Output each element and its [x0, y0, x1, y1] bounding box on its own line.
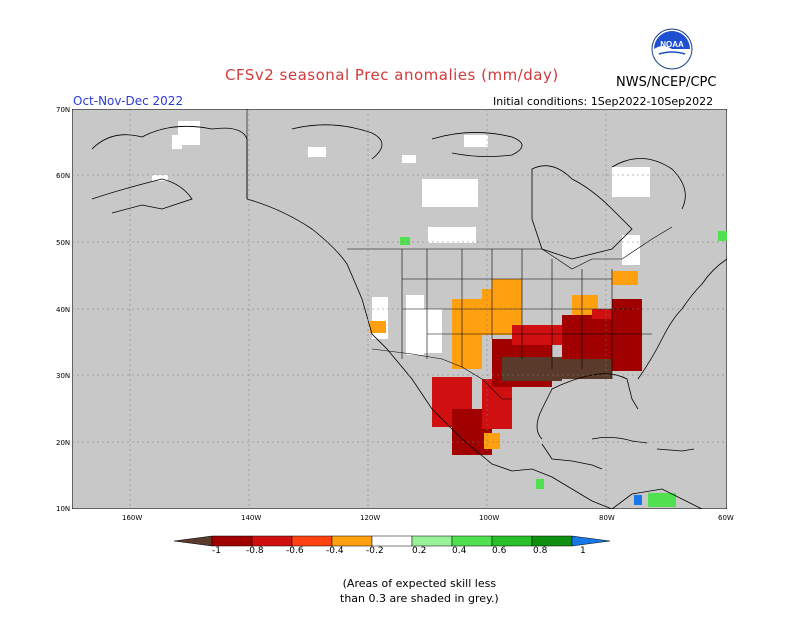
- anomaly-oklahoma: [512, 325, 572, 345]
- white-area-nevada: [406, 295, 424, 355]
- anomaly-bc-green: [400, 237, 410, 245]
- skill-note-line-1: (Areas of expected skill less: [342, 577, 497, 590]
- anomaly-midwest: [572, 295, 598, 315]
- colorbar-label-neg1: -1: [212, 546, 221, 556]
- white-area-arctic: [464, 135, 488, 147]
- anomaly-plains-2: [492, 279, 522, 299]
- anomaly-california: [370, 321, 386, 333]
- white-area-quebec: [622, 235, 640, 265]
- white-area-utah: [424, 309, 442, 353]
- colorbar-label-04: 0.4: [452, 546, 467, 556]
- colorbar-label-neg04: -0.4: [326, 546, 344, 556]
- anomaly-ohio: [612, 271, 638, 285]
- alaska-peninsula: [91, 178, 193, 214]
- colorbar-swatch: [411, 535, 453, 547]
- precipitation-map: [72, 109, 727, 509]
- colorbar-swatch: [251, 535, 293, 547]
- south-america-coast: [611, 488, 703, 509]
- cuba: [591, 437, 648, 444]
- lat-label-40n: 40N: [56, 306, 71, 314]
- above-normal-areas: [400, 231, 727, 507]
- colorbar-swatch: [331, 535, 373, 547]
- lat-label-60n: 60N: [56, 172, 71, 180]
- lon-label-60w: 60W: [718, 514, 734, 522]
- colorbar-swatch: [371, 535, 413, 547]
- skill-note-line-2: than 0.3 are shaded in grey.): [340, 592, 499, 605]
- anomaly-gulf-coast-strong: [502, 357, 562, 381]
- colorbar-label-neg06: -0.6: [286, 546, 304, 556]
- colorbar-swatches: [173, 535, 611, 547]
- colorbar-label-06: 0.6: [492, 546, 507, 556]
- hudson-bay: [531, 165, 633, 260]
- lat-label-30n: 30N: [56, 372, 71, 380]
- colorbar-arrow-left: [173, 535, 213, 547]
- lat-label-70n: 70N: [56, 106, 71, 114]
- white-area-manitoba: [428, 227, 476, 243]
- lat-label-20n: 20N: [56, 439, 71, 447]
- arctic-islands: [291, 124, 383, 160]
- colorbar-label-08: 0.8: [533, 546, 548, 556]
- lon-label-120w: 120W: [360, 514, 381, 522]
- arctic-islands-2: [431, 132, 523, 157]
- anomaly-caribbean-blue: [634, 495, 642, 505]
- anomaly-carolinas: [612, 299, 642, 329]
- organization-label: NWS/NCEP/CPC: [616, 75, 717, 90]
- colorbar-swatch: [491, 535, 533, 547]
- anomaly-central-america-green: [536, 479, 544, 489]
- season-label: Oct-Nov-Dec 2022: [73, 94, 184, 108]
- colorbar-arrow-right: [571, 535, 611, 547]
- lat-label-10n: 10N: [56, 505, 71, 513]
- pacific-coastline: [91, 125, 613, 509]
- anomaly-newfoundland-green: [718, 231, 727, 241]
- graticule: [72, 109, 727, 509]
- coastlines: [91, 124, 727, 509]
- colorbar-swatch: [531, 535, 573, 547]
- colorbar-swatch: [451, 535, 493, 547]
- colorbar: [173, 535, 611, 547]
- lon-label-140w: 140W: [241, 514, 262, 522]
- colorbar-label-1: 1: [580, 546, 586, 556]
- colorbar-label-neg02: -0.2: [366, 546, 384, 556]
- lon-label-100w: 100W: [479, 514, 500, 522]
- initial-conditions-label: Initial conditions: 1Sep2022-10Sep2022: [493, 95, 714, 108]
- white-area-labrador: [612, 167, 650, 197]
- colorbar-swatch: [291, 535, 333, 547]
- skill-note: (Areas of expected skill less than 0.3 a…: [340, 576, 499, 606]
- map-title: CFSv2 seasonal Prec anomalies (mm/day): [225, 66, 559, 84]
- baffin-island: [611, 158, 686, 210]
- noaa-logo-icon: NOAA: [651, 28, 693, 70]
- us-canada-border: [347, 226, 673, 270]
- lon-label-160w: 160W: [122, 514, 143, 522]
- white-area-bering: [152, 175, 168, 181]
- colorbar-label-neg08: -0.8: [246, 546, 264, 556]
- lat-label-50n: 50N: [56, 239, 71, 247]
- logo-text: NOAA: [660, 40, 684, 49]
- white-area-nunavut: [422, 179, 478, 207]
- colorbar-swatch: [211, 535, 253, 547]
- white-area-arctic-2: [402, 155, 416, 163]
- white-area-yukon: [308, 147, 326, 157]
- yucatan-coast: [541, 443, 603, 470]
- anomaly-venezuela-green: [648, 493, 676, 507]
- anomaly-central-mexico: [484, 433, 500, 449]
- hispaniola: [656, 448, 695, 452]
- white-area-alaska-2: [172, 135, 182, 149]
- lon-label-80w: 80W: [599, 514, 615, 522]
- colorbar-label-02: 0.2: [412, 546, 427, 556]
